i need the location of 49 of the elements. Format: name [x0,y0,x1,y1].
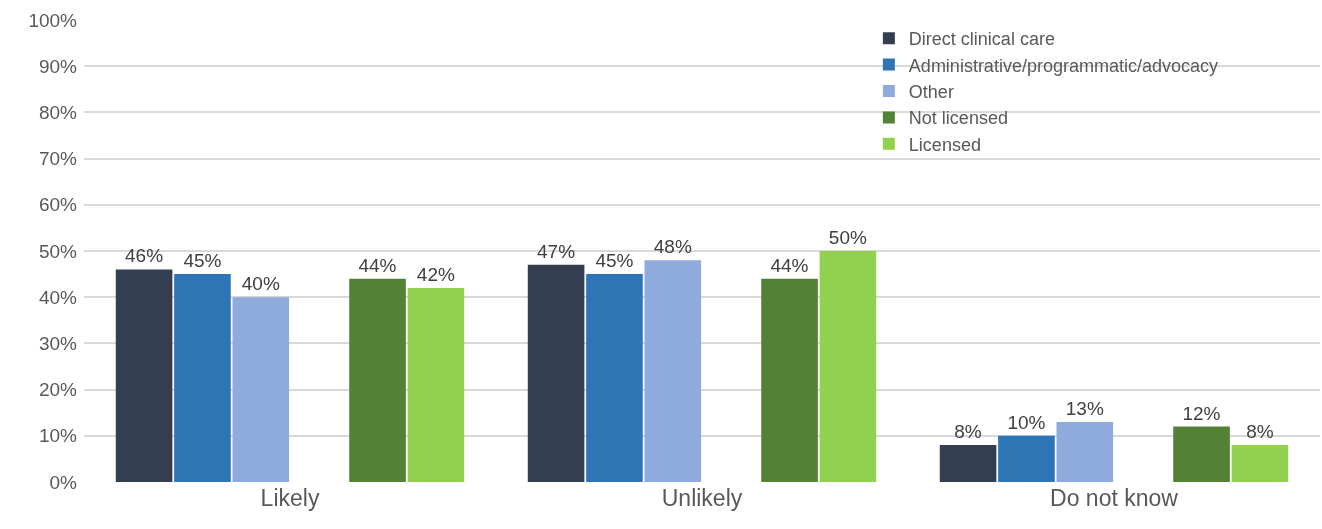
data-label: 10% [1007,411,1046,433]
data-label: 42% [416,263,455,285]
bar [1056,421,1114,482]
data-label: 45% [183,250,222,272]
y-tick-label: 60% [38,194,78,216]
data-label: 47% [537,240,576,262]
data-label: 44% [358,254,397,276]
y-tick-label: 50% [38,240,78,262]
legend-label: Administrative/programmatic/advocacy [908,55,1218,76]
bar [939,445,997,482]
bar [761,278,818,482]
x-tick-label: Unlikely [661,485,743,511]
bar [527,264,585,482]
data-label: 8% [954,421,982,443]
bar [407,287,465,482]
x-tick-label: Likely [260,485,320,511]
y-tick-label: 0% [49,471,78,493]
legend-label: Licensed [908,134,981,155]
data-label: 12% [1182,402,1221,424]
data-label: 50% [828,227,867,248]
bar [1173,426,1230,482]
bar [115,269,173,482]
legend-label: Direct clinical care [908,29,1055,50]
y-tick-label: 20% [38,379,78,401]
data-label: 44% [770,254,809,276]
bar [819,251,877,482]
data-label: 8% [1246,421,1274,443]
bar [644,260,702,482]
y-tick-label: 80% [38,102,78,124]
data-label: 45% [595,250,634,272]
bar [232,297,290,482]
y-tick-label: 100% [28,9,78,31]
x-tick-label: Do not know [1050,485,1179,511]
bar [1231,445,1289,482]
data-label: 40% [241,273,280,295]
bar [998,435,1055,482]
data-label: 13% [1065,397,1104,419]
legend-label: Not licensed [908,108,1008,129]
bar [586,274,643,482]
y-tick-label: 30% [38,333,78,355]
legend-label: Other [908,82,954,103]
y-tick-label: 90% [38,55,78,77]
data-label: 46% [125,245,164,267]
bar [174,274,231,482]
y-tick-label: 40% [38,286,78,308]
bar [349,278,406,482]
y-tick-label: 10% [38,425,78,447]
data-label: 48% [653,236,692,258]
y-tick-label: 70% [38,148,78,170]
